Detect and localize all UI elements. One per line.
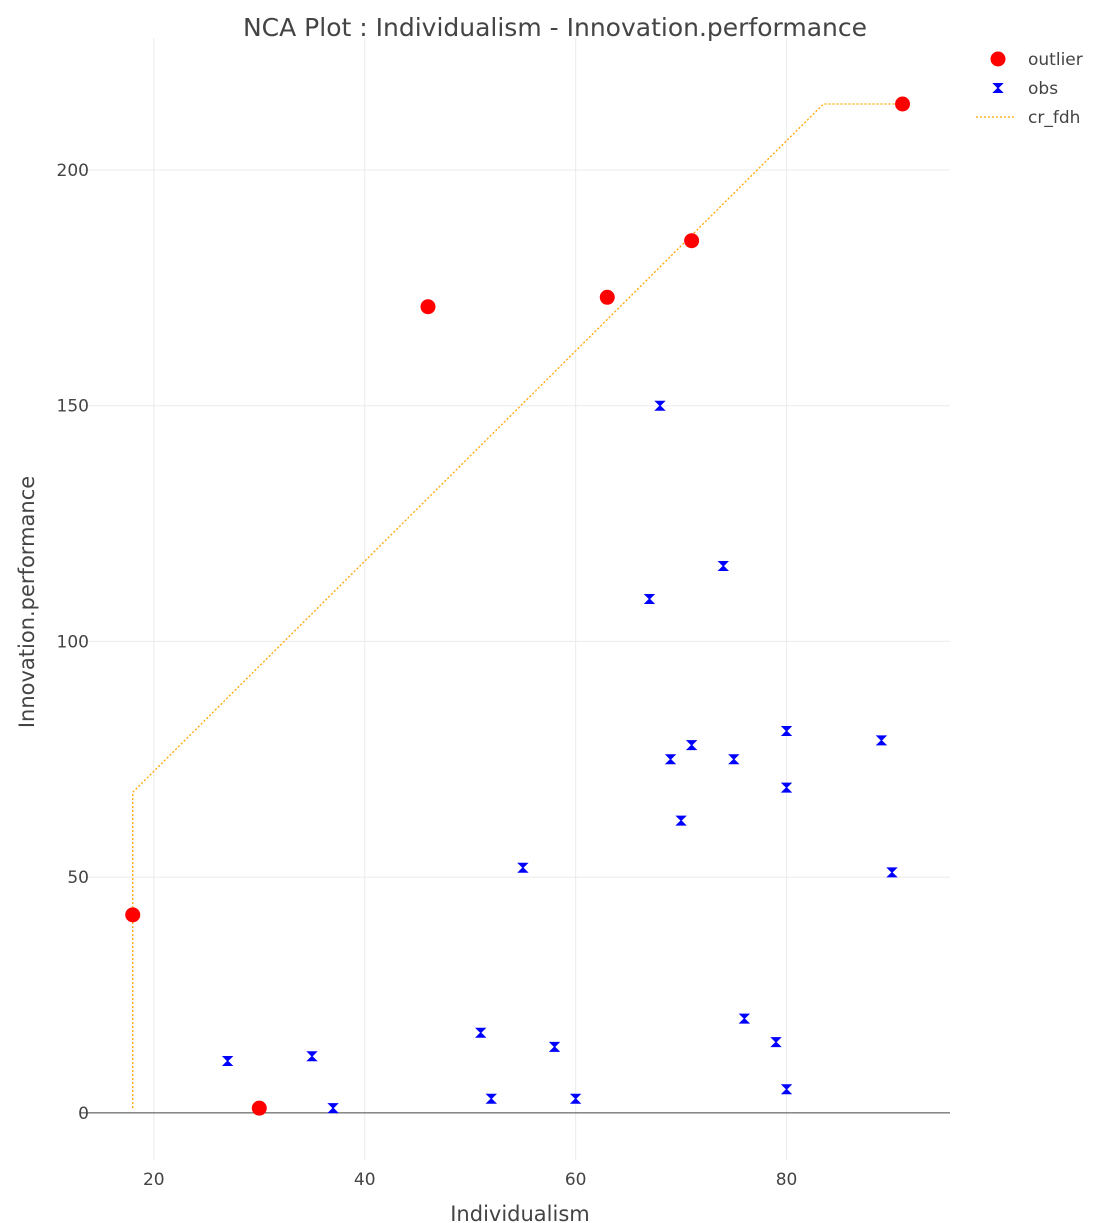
y-tick-label: 50 [67, 868, 89, 888]
series-cr-fdh-line [132, 103, 903, 1109]
y-tick-label: 150 [57, 397, 89, 417]
obs-point [327, 1103, 339, 1114]
y-axis-title: Innovation.performance [15, 476, 39, 728]
x-axis-title: Individualism [450, 1202, 590, 1223]
obs-point [664, 754, 677, 765]
obs-point [717, 561, 729, 571]
obs-point [886, 867, 898, 878]
chart-title: NCA Plot : Individualism - Innovation.pe… [243, 13, 867, 42]
legend-outlier-marker [990, 51, 1006, 67]
obs-point [675, 815, 687, 826]
obs-point [738, 1013, 751, 1024]
y-tick-label: 100 [57, 632, 89, 652]
outlier-point [684, 233, 700, 249]
x-tick-label: 40 [354, 1170, 376, 1190]
y-tick-label: 0 [78, 1104, 89, 1124]
obs-point [728, 754, 740, 765]
obs-point [685, 740, 698, 751]
axes: 20 40 60 80 0 50 100 150 200 [57, 161, 798, 1190]
legend-label: cr_fdh [1028, 108, 1080, 128]
outlier-point [599, 289, 615, 305]
obs-point [643, 594, 656, 604]
obs-point [770, 1037, 782, 1048]
obs-point [654, 400, 666, 411]
outlier-point [895, 96, 911, 112]
outlier-point [125, 907, 141, 923]
legend-label: outlier [1028, 50, 1083, 70]
obs-point [517, 862, 529, 873]
obs-point [548, 1041, 561, 1052]
outlier-point [251, 1100, 267, 1116]
obs-point [569, 1093, 582, 1104]
obs-point [475, 1027, 487, 1038]
obs-point [306, 1051, 318, 1062]
legend-item-outlier: outlier [990, 50, 1083, 70]
x-tick-label: 20 [143, 1170, 165, 1190]
x-tick-label: 60 [565, 1170, 587, 1190]
obs-point [780, 1084, 793, 1095]
obs-point [780, 726, 793, 736]
obs-point [780, 782, 793, 793]
y-tick-label: 200 [57, 161, 89, 181]
legend-label: obs [1028, 79, 1058, 99]
plot-area [125, 96, 911, 1116]
legend-obs-marker [992, 83, 1004, 93]
x-tick-label: 80 [776, 1170, 798, 1190]
obs-point [485, 1093, 497, 1104]
legend-item-obs: obs [992, 79, 1058, 99]
obs-point [221, 1056, 234, 1066]
obs-point [875, 735, 888, 746]
grid-lines [80, 38, 950, 1160]
outlier-point [420, 299, 436, 315]
legend-item-cr-fdh: cr_fdh [976, 108, 1080, 128]
legend: outlier obs cr_fdh [976, 50, 1083, 128]
